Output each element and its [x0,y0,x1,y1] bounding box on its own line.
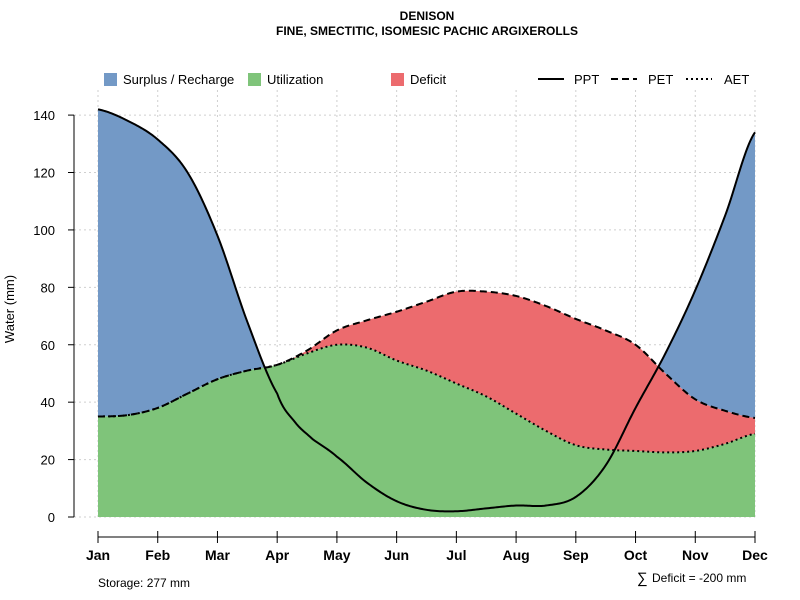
storage-annotation: Storage: 277 mm [98,576,190,590]
y-tick-label-20: 20 [41,453,55,468]
y-tick-label-40: 40 [41,395,55,410]
y-tick-label-0: 0 [48,510,55,525]
legend-swatch-utilization [248,73,261,86]
x-tick-label-nov: Nov [682,547,709,563]
x-tick-label-apr: Apr [265,547,290,563]
series-line-ppt [97,108,756,513]
y-tick-label-60: 60 [41,338,55,353]
x-tick-label-feb: Feb [145,547,170,563]
chart-title: DENISON [400,9,455,23]
area-fills [98,109,755,517]
y-tick-label-120: 120 [33,166,55,181]
deficit-annotation: Deficit = -200 mm [652,571,746,585]
x-tick-label-sep: Sep [563,547,589,563]
legend: Surplus / Recharge Utilization Deficit P… [104,72,749,87]
axes: 0 20 40 60 80 100 120 140 Jan Feb Mar Apr May Jun Jul A… [33,108,768,563]
legend-label-aet: AET [724,72,749,87]
deficit-sum-symbol: ∑ [637,570,648,587]
legend-label-surplus: Surplus / Recharge [123,72,234,87]
legend-label-pet: PET [648,72,673,87]
chart-subtitle: FINE, SMECTITIC, ISOMESIC PACHIC ARGIXER… [276,24,578,38]
legend-label-deficit: Deficit [410,72,447,87]
chart-title-group: DENISON FINE, SMECTITIC, ISOMESIC PACHIC… [276,9,578,38]
legend-swatch-surplus [104,73,117,86]
y-tick-label-80: 80 [41,280,55,295]
series-line-aet [97,343,756,454]
y-axis-label: Water (mm) [2,275,17,343]
deficit-area [98,290,755,453]
x-tick-label-mar: Mar [205,547,230,563]
surplus-recharge-area [98,109,755,418]
x-tick-label-jul: Jul [446,547,466,563]
legend-swatch-deficit [391,73,404,86]
series-lines [97,108,756,513]
y-tick-label-140: 140 [33,108,55,123]
x-tick-label-jan: Jan [86,547,110,563]
x-tick-label-aug: Aug [502,547,529,563]
legend-label-utilization: Utilization [267,72,323,87]
x-tick-label-oct: Oct [624,547,648,563]
x-tick-label-may: May [323,547,350,563]
y-tick-label-100: 100 [33,223,55,238]
utilization-area [98,344,755,517]
x-tick-label-dec: Dec [742,547,768,563]
x-tick-label-jun: Jun [384,547,409,563]
legend-label-ppt: PPT [574,72,599,87]
